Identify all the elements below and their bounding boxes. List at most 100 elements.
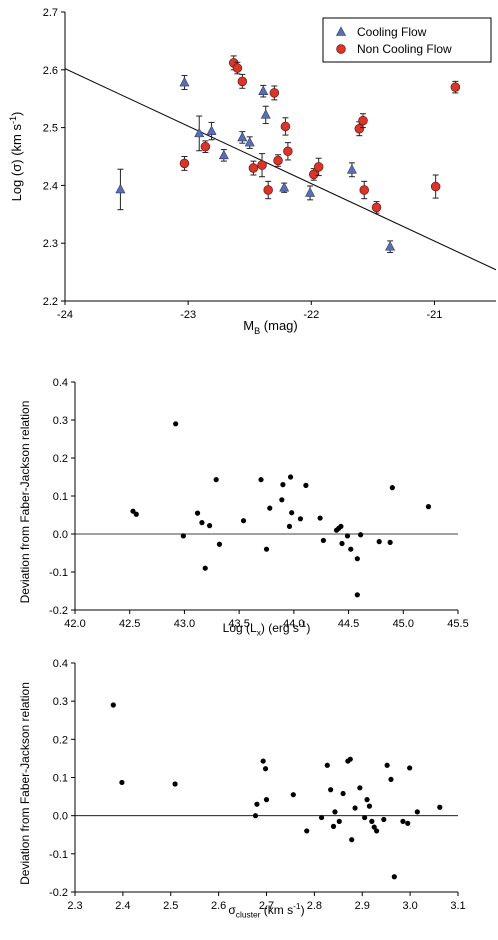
data-point <box>252 813 259 819</box>
data-point <box>339 540 345 547</box>
non-cooling-flow-point <box>273 155 283 166</box>
data-point <box>388 776 394 783</box>
x-tick-label: 2.7 <box>259 900 274 912</box>
data-point <box>330 823 337 829</box>
data-point <box>287 474 294 480</box>
data-point <box>376 539 382 545</box>
y-tick-label: 0.2 <box>53 453 68 465</box>
non-cooling-flow-point <box>358 115 368 126</box>
x-axis-label-part-4: ) <box>306 621 310 635</box>
data-point <box>304 828 310 834</box>
data-point <box>130 508 136 514</box>
y-tick-label: 2.2 <box>43 296 58 308</box>
data-point <box>332 809 338 815</box>
cooling-flow-point <box>206 125 217 135</box>
x-axis-label: Log (Lx) (erg s-1) <box>223 619 311 637</box>
data-point <box>324 762 330 768</box>
data-point <box>317 515 323 521</box>
cooling-flow-point <box>260 109 271 119</box>
y-axis-label: Deviation from Faber-Jackson relation <box>18 682 32 885</box>
y-tick-label: 0.1 <box>53 491 68 503</box>
data-point <box>384 762 390 768</box>
data-point <box>336 818 342 824</box>
x-tick-label: 2.4 <box>115 900 130 912</box>
x-tick-label: 3.1 <box>450 900 465 912</box>
cooling-flow-point <box>218 149 229 160</box>
data-point <box>340 790 346 797</box>
data-point <box>407 765 413 771</box>
y-axis-label: Deviation from Faber-Jackson relation <box>18 401 32 604</box>
data-point <box>414 809 420 815</box>
x-tick-label: 44.5 <box>338 618 359 630</box>
legend-box <box>322 17 492 63</box>
data-point <box>172 781 178 787</box>
cooling-flow-point <box>115 183 126 194</box>
data-point <box>387 539 393 545</box>
data-point <box>352 805 358 811</box>
non-cooling-flow-point <box>283 146 293 157</box>
legend-non-cooling-flow-label: Non Cooling Flow <box>357 42 452 56</box>
data-point <box>320 537 327 544</box>
data-point <box>369 818 375 824</box>
y-tick-label: 0.3 <box>53 696 68 708</box>
plot-area <box>75 702 458 880</box>
data-point <box>133 511 139 517</box>
data-point <box>202 565 208 571</box>
data-point <box>267 505 273 511</box>
y-tick-label: -0.1 <box>49 849 68 861</box>
x-tick-label: 45.0 <box>393 618 414 630</box>
data-point <box>389 485 395 491</box>
y-tick-label: 0.4 <box>53 377 68 389</box>
x-axis-label-part-1: B <box>254 326 260 336</box>
non-cooling-flow-point <box>179 158 190 169</box>
non-cooling-flow-point <box>280 121 291 132</box>
plot-area <box>65 55 496 271</box>
non-cooling-flow-point <box>257 160 267 170</box>
lx-deviation-panel: -0.2 -0.1 0.0 0.1 0.2 0.3 0.4 42.0 42.5 43.0 43.5 4… <box>18 377 469 638</box>
data-point <box>400 818 406 824</box>
legend-cooling-flow-marker <box>336 26 346 36</box>
x-tick-label: 42.0 <box>64 618 85 630</box>
sigma-cluster-deviation-panel: -0.2 -0.1 0.0 0.1 0.2 0.3 0.4 2.3 2.4 2.5 2.6 2.7 2.… <box>18 658 466 920</box>
data-point <box>371 824 377 830</box>
data-point <box>240 518 247 524</box>
non-cooling-flow-point <box>200 141 211 152</box>
x-axis-label-part-1: x <box>257 628 262 638</box>
data-point <box>347 756 353 762</box>
data-point <box>357 785 363 791</box>
y-axis-label: Log (σ) (km s-1) <box>8 112 24 202</box>
data-point <box>338 523 344 530</box>
y-tick-label: 0.2 <box>53 734 68 746</box>
x-tick-label: 2.3 <box>67 900 82 912</box>
data-point <box>289 510 295 516</box>
data-point <box>381 816 387 823</box>
data-point <box>405 820 411 826</box>
data-point <box>213 477 219 483</box>
x-tick-label: 43.5 <box>228 618 249 630</box>
x-axis-label: MB (mag) <box>243 318 297 336</box>
cooling-flow-point <box>346 164 357 174</box>
x-tick-label: -24 <box>57 309 73 321</box>
non-cooling-flow-point <box>232 63 243 73</box>
data-point <box>110 702 116 708</box>
x-tick-label: 43.0 <box>174 618 195 630</box>
x-tick-label: 2.5 <box>163 900 178 912</box>
data-point <box>362 814 368 821</box>
y-axis-label-part-0: Deviation from Faber-Jackson relation <box>18 682 32 885</box>
data-point <box>437 804 443 810</box>
data-point <box>263 546 270 552</box>
x-tick-label: -21 <box>426 309 442 321</box>
x-tick-label: -22 <box>303 309 319 321</box>
x-tick-label: -23 <box>180 309 196 321</box>
x-axis-label-part-0: σ <box>228 903 236 917</box>
legend: Cooling Flow Non Cooling Flow <box>322 17 492 63</box>
x-axis-label-part-3: -1 <box>293 901 301 911</box>
fj-relation-panel: 2.2 2.3 2.4 2.5 2.6 2.7 -24 -23 -22 -21 Cooling Fl… <box>8 7 496 336</box>
non-cooling-flow-point <box>430 181 441 192</box>
y-tick-label: -0.2 <box>49 887 68 899</box>
data-point <box>374 828 380 834</box>
x-tick-label: 45.5 <box>447 618 468 630</box>
data-point <box>254 801 260 807</box>
